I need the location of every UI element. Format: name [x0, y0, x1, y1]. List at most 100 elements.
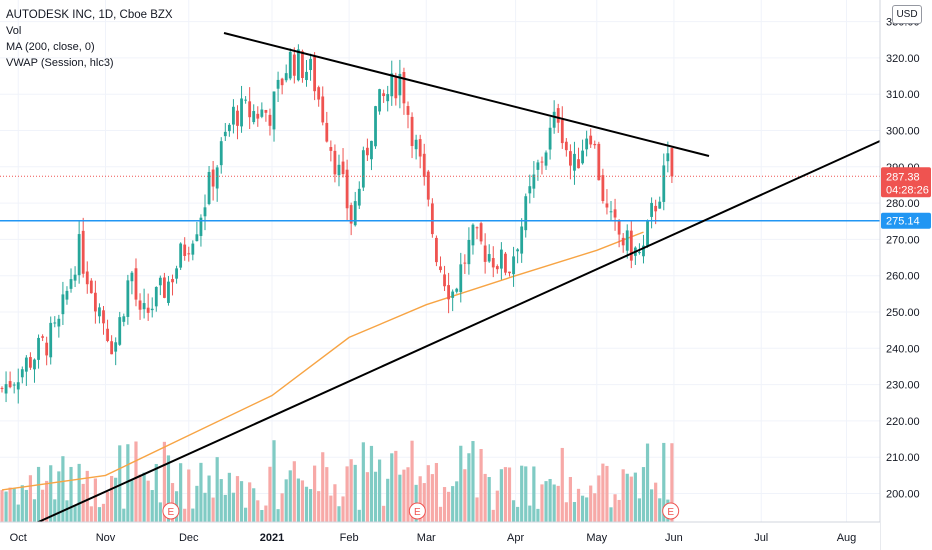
volume-bar: [495, 490, 499, 522]
volume-bar: [617, 499, 621, 522]
candle-body: [33, 359, 36, 370]
candle-body: [341, 161, 345, 175]
volume-bar: [398, 474, 402, 522]
candle-body: [256, 113, 260, 119]
volume-bar: [32, 499, 37, 522]
x-tick-label: Nov: [96, 532, 116, 544]
candle-body: [345, 169, 349, 209]
candle-body: [207, 171, 211, 205]
candle-body: [499, 249, 503, 269]
candle-body: [29, 357, 32, 368]
candle-body: [394, 77, 398, 99]
volume-bar: [442, 487, 447, 522]
y-tick-label: 200.00: [886, 489, 920, 501]
volume-bar: [406, 467, 410, 522]
time-axis-bg: [0, 522, 880, 550]
volume-bar: [361, 442, 365, 522]
volume-bar: [280, 493, 284, 522]
volume-bar: [625, 473, 629, 522]
legend-ma[interactable]: MA (200, close, 0): [6, 41, 95, 53]
lower-trendline[interactable]: [33, 140, 881, 525]
volume-bar: [524, 466, 528, 522]
volume-bar: [373, 471, 378, 522]
candle-body: [483, 245, 487, 262]
y-tick-label: 320.00: [886, 53, 920, 65]
price-axis-bg: [880, 0, 932, 550]
volume-bar: [645, 443, 650, 522]
upper-trendline[interactable]: [223, 32, 710, 157]
candle-body: [386, 94, 390, 102]
drawn-lines[interactable]: [0, 32, 881, 525]
volume-bar: [613, 494, 617, 522]
legend-title[interactable]: AUTODESK INC, 1D, Cboe BZX: [6, 9, 173, 21]
volume-bar: [97, 507, 102, 522]
volume-bar: [244, 507, 248, 522]
candle-body: [374, 106, 377, 147]
candle-body: [195, 234, 199, 242]
candle-body: [337, 164, 341, 176]
candle-body: [65, 290, 69, 300]
candle-body: [77, 234, 81, 276]
volume-bar: [438, 506, 443, 522]
earnings-marker[interactable]: E: [662, 502, 680, 520]
volume-bar: [447, 491, 451, 522]
candle-body: [564, 141, 568, 151]
candle-body: [414, 139, 418, 150]
candle-body: [203, 207, 207, 217]
volume-bar: [268, 466, 272, 522]
candle-body: [455, 288, 459, 292]
volume-bar: [333, 484, 337, 522]
time-axis[interactable]: Oct Nov Dec 2021 Feb Mar Apr May Jun Jul Aug: [0, 521, 880, 550]
volume-bar: [207, 475, 211, 522]
legend-volume[interactable]: Vol: [6, 25, 22, 37]
volume-bar: [503, 467, 508, 522]
volume-bar: [53, 499, 57, 522]
candle-body: [520, 226, 524, 254]
volume-bar: [69, 466, 73, 522]
candle-body: [540, 161, 544, 163]
volume-bar: [211, 497, 215, 522]
candle-body: [398, 73, 402, 96]
candle-body: [646, 220, 649, 247]
candle-body: [219, 141, 223, 166]
volume-bar: [252, 488, 256, 522]
candle-body: [528, 186, 532, 194]
volume-bar: [580, 495, 585, 522]
volume-bar: [191, 508, 195, 522]
currency-button[interactable]: USD: [892, 5, 922, 24]
price-axis[interactable]: 200.00 210.00 220.00 230.00 240.00 250.00 260.…: [879, 0, 932, 550]
candle-body: [585, 138, 589, 150]
candle-body: [81, 230, 85, 274]
earnings-marker[interactable]: E: [408, 502, 426, 520]
volume-bar: [248, 482, 252, 522]
volume-bar: [568, 476, 572, 522]
candle-body: [45, 342, 49, 356]
candle-body: [569, 151, 572, 166]
volume-bar: [475, 497, 479, 522]
candle-body: [390, 73, 394, 97]
candle-body: [471, 224, 475, 246]
x-tick-label: Jun: [665, 532, 683, 544]
candle-body: [12, 384, 16, 386]
candle-body: [53, 322, 57, 324]
volume-bar: [219, 479, 223, 522]
volume-bar: [345, 466, 349, 522]
last-price-tag-bg: [881, 167, 931, 198]
candle-body: [142, 303, 146, 310]
y-tick-label: 240.00: [886, 343, 920, 355]
candle-body: [301, 51, 304, 78]
hline-price-tag: 275.14: [881, 212, 931, 229]
legend-vwap[interactable]: VWAP (Session, hlc3): [6, 57, 114, 69]
volume-bars: [0, 440, 674, 522]
earnings-label: E: [667, 507, 674, 518]
candle-body: [410, 116, 414, 147]
x-tick-label: Aug: [837, 532, 857, 544]
earnings-marker[interactable]: E: [162, 502, 180, 520]
volume-bar: [313, 465, 317, 522]
candle-body: [426, 171, 430, 200]
candle-body: [252, 111, 256, 123]
